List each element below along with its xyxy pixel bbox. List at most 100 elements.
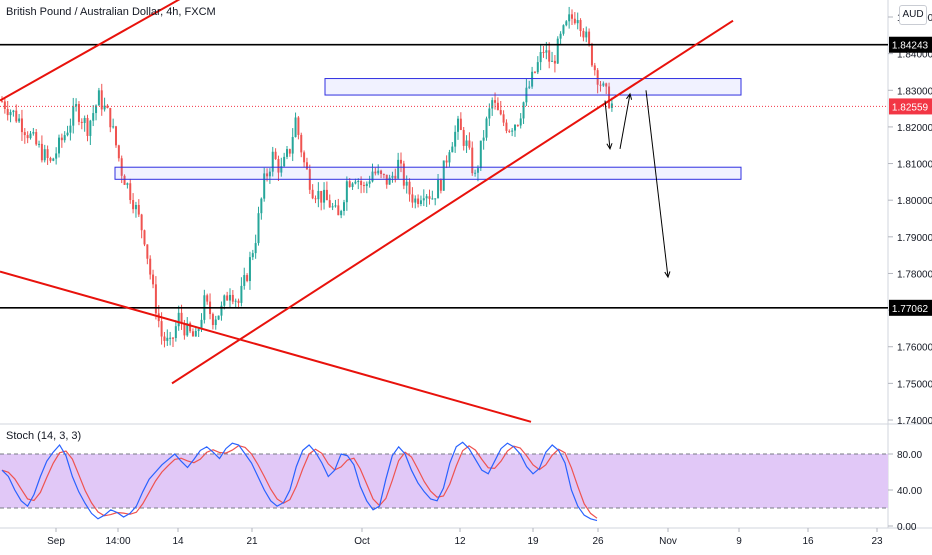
candle-body: [439, 179, 442, 191]
candle-body: [508, 130, 511, 132]
candle-body: [596, 70, 599, 85]
candle-body: [565, 21, 568, 26]
x-tick-label: 19: [527, 536, 539, 547]
candle-body: [454, 131, 457, 147]
candle-body: [72, 106, 75, 126]
candle-body: [35, 132, 38, 145]
candle-body: [206, 295, 209, 302]
candle-body: [397, 159, 400, 179]
candle-body: [223, 295, 226, 306]
candle-body: [542, 52, 545, 54]
candle-body: [3, 101, 6, 110]
candle-body: [15, 110, 18, 122]
candle-body: [468, 140, 471, 148]
upper-channel-trendline: [0, 0, 181, 102]
candle-body: [43, 149, 46, 161]
candle-body: [117, 145, 120, 159]
candle-body: [434, 198, 437, 200]
down-arrow-head: [606, 143, 613, 151]
candle-body: [345, 181, 348, 203]
candle-body: [343, 202, 345, 211]
candle-body: [528, 86, 531, 88]
candle-body: [294, 117, 297, 138]
candle-body: [226, 295, 229, 301]
candle-body: [191, 331, 194, 337]
candle-body: [360, 181, 363, 186]
candle-body: [579, 20, 582, 31]
candle-body: [129, 183, 132, 201]
candle-body: [374, 171, 377, 174]
x-tick-label: 16: [802, 536, 814, 547]
down-arrow: [604, 100, 611, 149]
candle-body: [58, 137, 60, 154]
candle-body: [340, 210, 343, 216]
candle-body: [411, 194, 414, 203]
candle-body: [49, 157, 52, 161]
candle-body: [229, 294, 231, 301]
chart-title: British Pound / Australian Dollar, 4h, F…: [6, 6, 216, 18]
candle-body: [83, 117, 86, 123]
candle-body: [95, 105, 98, 114]
candle-body: [140, 214, 143, 231]
candle-body: [137, 204, 140, 215]
candle-body: [66, 132, 69, 136]
stoch-band: [0, 454, 888, 508]
candle-body: [220, 305, 223, 316]
candle-body: [26, 135, 29, 139]
candle-body: [419, 200, 422, 205]
candle-body: [263, 173, 266, 199]
candle-body: [448, 152, 451, 163]
candle-body: [240, 285, 243, 303]
x-tick-label: 26: [592, 536, 604, 547]
candle-body: [485, 118, 488, 138]
candle-body: [251, 253, 254, 258]
candle-body: [536, 62, 539, 73]
candle-body: [545, 50, 548, 53]
candle-body: [608, 86, 611, 108]
candle-body: [568, 14, 571, 22]
candle-body: [354, 181, 357, 184]
candle-body: [334, 205, 337, 207]
candle-body: [6, 109, 9, 116]
stoch-k-line: [1, 441, 598, 522]
candle-body: [260, 198, 263, 214]
candle-body: [271, 151, 274, 172]
current-price-label: 1.82559: [892, 102, 929, 113]
candle-body: [471, 147, 474, 174]
candle-body: [325, 189, 328, 201]
candle-body: [610, 103, 613, 108]
currency-button[interactable]: AUD: [899, 5, 927, 25]
candle-body: [268, 171, 271, 177]
candle-body: [149, 258, 152, 275]
candle-body: [243, 275, 246, 286]
candle-body: [92, 113, 95, 121]
candle-body: [283, 156, 286, 167]
candle-body: [582, 30, 585, 38]
candle-body: [394, 175, 397, 179]
level-price-label: 1.84243: [892, 41, 929, 52]
candle-body: [368, 181, 371, 184]
candle-body: [533, 71, 536, 73]
level-price-label: 1.77062: [892, 304, 929, 315]
candle-body: [559, 33, 562, 39]
candle-body: [112, 126, 115, 128]
up-arrow: [619, 93, 631, 149]
candle-body: [465, 140, 468, 146]
y-tick-label: 1.80000: [897, 196, 932, 207]
candle-body: [425, 196, 428, 199]
candle-body: [115, 126, 117, 146]
candle-body: [180, 312, 183, 324]
candle-body: [328, 200, 331, 208]
down-arrow: [645, 90, 669, 278]
x-tick-label: 14: [172, 536, 184, 547]
candle-body: [511, 130, 514, 132]
y-tick-label: 1.79000: [897, 233, 932, 244]
candle-body: [40, 143, 43, 161]
x-tick-label: 12: [454, 536, 466, 547]
candle-body: [103, 105, 106, 110]
candle-body: [314, 198, 317, 200]
candle-body: [382, 174, 385, 176]
candle-body: [502, 114, 505, 123]
candle-body: [431, 198, 434, 200]
